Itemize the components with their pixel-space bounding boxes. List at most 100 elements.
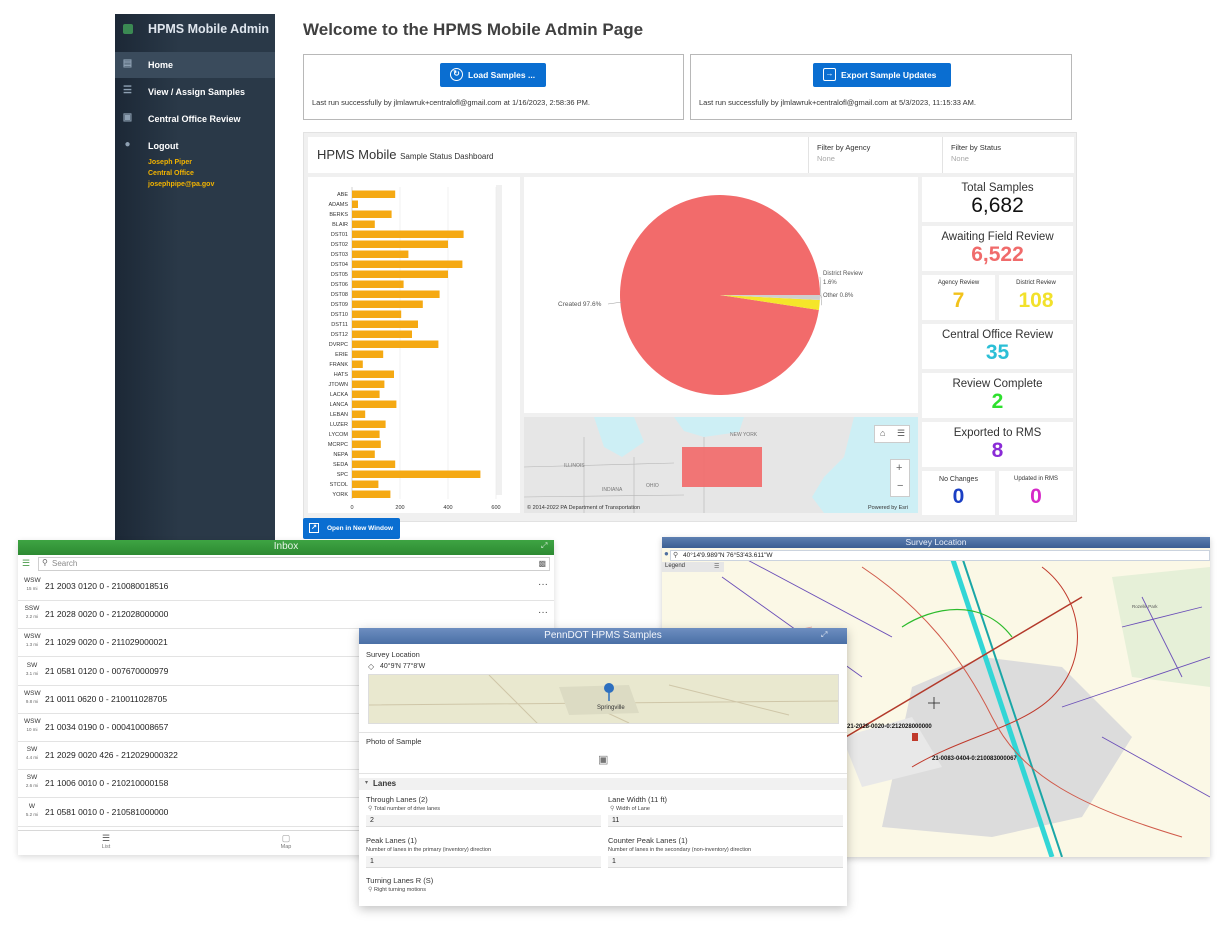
bar[interactable] [352, 370, 394, 379]
map-place-ohio: OHIO [646, 483, 659, 489]
sample-id: 21 0034 0190 0 - 000410008657 [45, 722, 169, 732]
barcode-icon[interactable]: ▩ [538, 559, 546, 568]
pie-slice[interactable] [720, 295, 820, 301]
list-item[interactable]: SSW 2.2 mi 21 2028 0020 0 - 212028000000 ··… [18, 601, 554, 630]
legend-button[interactable]: Legend ☰ [662, 562, 724, 572]
distance-label: 15 mi [26, 586, 38, 591]
sample-id: 21 2003 0120 0 - 210080018516 [45, 581, 169, 591]
export-sample-updates-button[interactable]: → Export Sample Updates [813, 63, 951, 87]
bar[interactable] [352, 340, 439, 349]
bar[interactable] [352, 430, 380, 439]
list-item[interactable]: W 5.2 mi 21 0581 0010 0 - 210581000000 [18, 799, 554, 827]
app-title: HPMS Mobile Admin [148, 22, 270, 36]
list-item[interactable]: SW 3.1 mi 21 0581 0120 0 - 007670000979 [18, 658, 554, 686]
bar-category-label: ABE [337, 192, 348, 198]
more-options-icon[interactable]: ··· [538, 579, 548, 590]
sidebar-item-view-assign-samples[interactable]: ☰ View / Assign Samples [115, 79, 275, 105]
through-lanes-field[interactable]: 2 [366, 815, 601, 827]
bar[interactable] [352, 280, 404, 289]
photo-icon[interactable]: ▣ [598, 754, 609, 766]
sample-marker[interactable] [912, 733, 918, 741]
sample-id: 21 0011 0620 0 - 210011028705 [45, 693, 168, 704]
sample-id: 21 2029 0020 426 - 212029000322 [45, 750, 178, 761]
more-options-icon[interactable]: ··· [538, 607, 548, 619]
counter-peak-lanes-field[interactable]: 1 [608, 856, 843, 868]
clipboard-icon: ▣ [122, 112, 133, 123]
bar[interactable] [352, 410, 366, 419]
survey-location-map[interactable]: Springville [368, 674, 839, 724]
bar[interactable] [352, 470, 481, 479]
bar[interactable] [352, 250, 409, 259]
lanes-section-header[interactable]: ▾ Lanes [359, 778, 847, 790]
home-icon[interactable]: ⌂ [880, 428, 886, 438]
peak-lanes-field[interactable]: 1 [366, 856, 601, 868]
pie-leader-line [607, 301, 623, 305]
tab-map[interactable]: ▢ Map [266, 833, 306, 850]
sidebar-item-logout[interactable]: ● Logout [115, 133, 275, 159]
dashboard-header: HPMS Mobile Sample Status Dashboard Filt… [308, 137, 1074, 173]
filter-agency[interactable]: Filter by Agency None [808, 137, 942, 173]
resize-icon[interactable]: ⤢ [821, 630, 828, 639]
crosshair-icon[interactable]: ◇ [368, 662, 375, 671]
sidebar-item-home[interactable]: ▤ Home [115, 52, 275, 78]
bar[interactable] [352, 230, 464, 239]
bar[interactable] [352, 270, 448, 279]
bar[interactable] [352, 380, 385, 389]
open-in-new-window-button[interactable]: ↗ Open in New Window [303, 518, 400, 539]
list-item[interactable]: SW 4.4 mi 21 2029 0020 426 - 212029000322 [18, 742, 554, 771]
bar[interactable] [352, 200, 358, 209]
menu-icon[interactable]: ☰ [22, 558, 31, 568]
bar[interactable] [352, 350, 384, 359]
bar[interactable] [352, 360, 363, 369]
bar[interactable] [352, 450, 375, 459]
bar[interactable] [352, 390, 380, 399]
bar-category-label: DST04 [331, 262, 348, 268]
list-item[interactable]: WSW 9.8 mi 21 0011 0620 0 - 210011028705 [18, 686, 554, 714]
bar[interactable] [352, 260, 463, 269]
samples-map[interactable]: NEW YORK ILLINOIS INDIANA OHIO © 2014-20… [524, 417, 918, 513]
bar[interactable] [352, 440, 381, 449]
bar[interactable] [352, 300, 423, 309]
user-name: Joseph Piper [148, 159, 192, 166]
bar[interactable] [352, 400, 397, 409]
scrollbar[interactable] [496, 185, 502, 495]
bar-category-label: ADAMS [328, 202, 348, 208]
map-place-label: Springville [597, 705, 625, 711]
sidebar-item-label: Central Office Review [148, 114, 241, 124]
bar[interactable] [352, 330, 412, 339]
bar[interactable] [352, 480, 379, 489]
bar[interactable] [352, 320, 418, 329]
bar[interactable] [352, 190, 396, 199]
resize-icon[interactable]: ⤢ [541, 541, 548, 550]
pie-slice[interactable] [720, 295, 820, 311]
bar[interactable] [352, 490, 391, 499]
lane-width-field[interactable]: 11 [608, 815, 843, 827]
bar[interactable] [352, 290, 440, 299]
zoom-controls: + − [890, 459, 910, 497]
list-item[interactable]: SW 2.6 mi 21 1006 0010 0 - 210210000158 [18, 770, 554, 799]
pie-slice[interactable] [620, 194, 820, 395]
list-item[interactable]: WSW 15 mi 21 2003 0120 0 - 210080018516 ··· [18, 573, 554, 601]
coordinate-search-input[interactable]: ⚲ 40°14'9.989"N 76°53'43.611"W [670, 550, 1210, 561]
bar[interactable] [352, 310, 402, 319]
legend-label: Legend [665, 563, 686, 569]
list-item[interactable]: WSW 10 mi 21 0034 0190 0 - 000410008657 [18, 714, 554, 742]
tab-list[interactable]: ☰ List [86, 833, 126, 850]
filter-status[interactable]: Filter by Status None [942, 137, 1074, 173]
bar[interactable] [352, 460, 396, 469]
zoom-out-icon[interactable]: − [897, 480, 904, 492]
search-input[interactable]: ⚲ Search ▩ [38, 557, 550, 571]
kpi-value: 7 [952, 289, 965, 312]
bar[interactable] [352, 240, 448, 249]
sidebar-item-central-office-review[interactable]: ▣ Central Office Review [115, 106, 275, 132]
bar[interactable] [352, 420, 386, 429]
bar[interactable] [352, 220, 375, 229]
hint-icon: ⚲ [368, 806, 373, 812]
kpi-review-complete: Review Complete 2 [922, 373, 1073, 418]
kpi-value: 6,682 [971, 194, 1024, 217]
zoom-in-icon[interactable]: + [896, 462, 903, 474]
layer-list-icon[interactable]: ☰ [897, 428, 906, 438]
bar[interactable] [352, 210, 392, 219]
counter-peak-lanes-hint: Number of lanes in the secondary (non-in… [608, 847, 752, 853]
load-samples-button[interactable]: ↻ Load Samples ... [440, 63, 546, 87]
